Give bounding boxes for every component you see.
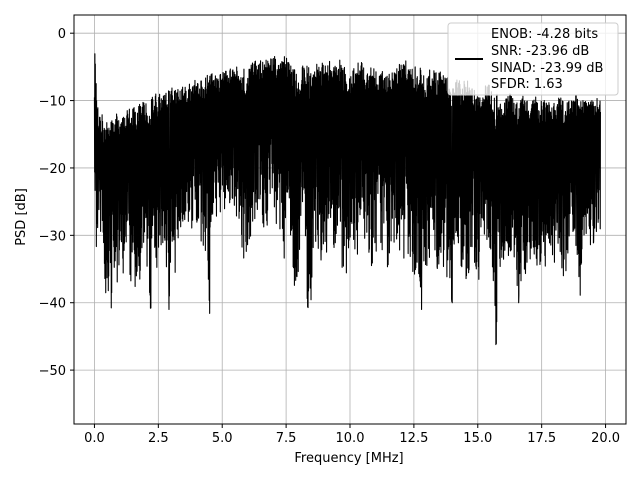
legend-snr: SNR: -23.96 dB	[491, 44, 589, 59]
x-tick-label: 17.5	[527, 431, 556, 446]
x-tick-label: 7.5	[276, 431, 297, 446]
y-tick-label: 0	[58, 27, 66, 42]
x-tick-label: 0.0	[84, 431, 105, 446]
y-tick-label: −50	[39, 364, 66, 379]
legend-box	[447, 22, 619, 96]
y-tick-label: −30	[39, 229, 66, 244]
legend: ENOB: -4.28 bits SNR: -23.96 dB SINAD: -…	[447, 22, 619, 96]
x-tick-label: 2.5	[148, 431, 169, 446]
y-tick-label: −20	[39, 162, 66, 177]
x-tick-label: 10.0	[336, 431, 365, 446]
axes-ticks: 0.0 2.5 5.0 7.5 10.0 12.5 15.0 17.5 20.0 0 −10 −20 −…	[39, 27, 620, 446]
y-tick-label: −40	[39, 297, 66, 312]
x-tick-label: 12.5	[399, 431, 428, 446]
psd-series-line	[93, 53, 601, 346]
x-tick-label: 5.0	[212, 431, 233, 446]
y-tick-label: −10	[39, 95, 66, 110]
y-axis-label: PSD [dB]	[14, 188, 29, 246]
x-axis-label: Frequency [MHz]	[294, 451, 403, 466]
legend-sinad: SINAD: -23.99 dB	[491, 61, 603, 76]
x-tick-label: 15.0	[463, 431, 492, 446]
legend-sfdr: SFDR: 1.63	[491, 77, 563, 92]
data-area	[93, 53, 601, 346]
x-tick-label: 20.0	[591, 431, 620, 446]
legend-enob: ENOB: -4.28 bits	[491, 27, 598, 42]
